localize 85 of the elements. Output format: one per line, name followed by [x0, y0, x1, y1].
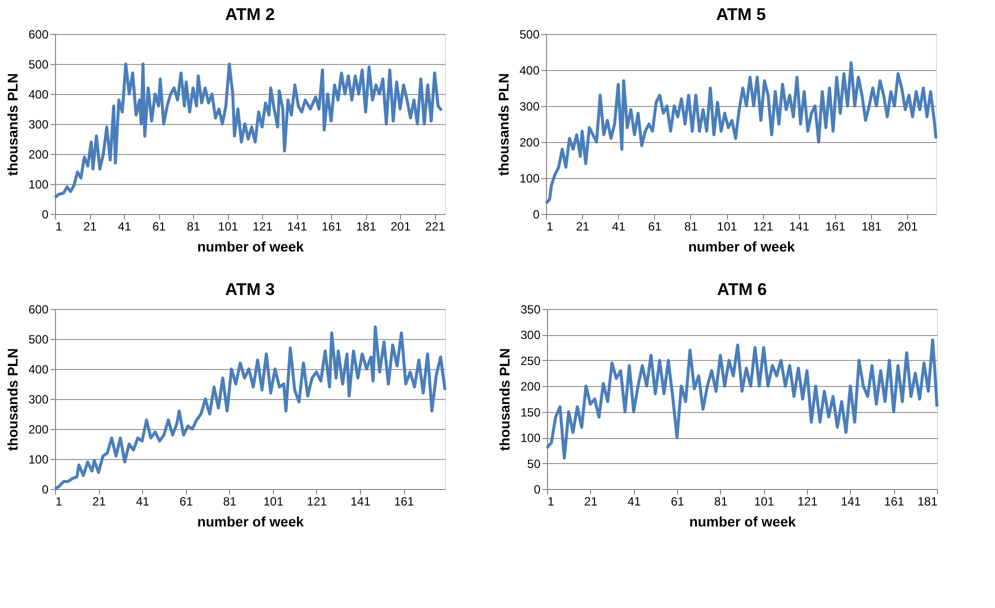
- x-tick-label: 61: [648, 220, 662, 234]
- y-tick-label: 100: [28, 452, 49, 466]
- x-axis-title: number of week: [197, 514, 304, 530]
- x-tick-label: 221: [425, 220, 446, 234]
- y-tick-label: 400: [28, 362, 49, 376]
- x-tick-label: 201: [390, 220, 411, 234]
- line-series: [54, 62, 444, 199]
- x-tick-label: 121: [797, 494, 818, 508]
- chart-title: ATM 5: [716, 5, 766, 24]
- x-tick-label: 21: [584, 494, 598, 508]
- y-tick-label: 600: [28, 28, 49, 42]
- y-tick-label: 600: [28, 302, 49, 316]
- x-tick-label: 101: [218, 220, 238, 234]
- x-tick-label: 81: [223, 494, 237, 508]
- x-axis-title: number of week: [689, 514, 796, 530]
- chart-title: ATM 3: [225, 280, 275, 299]
- x-tick-label: 121: [252, 220, 273, 234]
- chart-title: ATM 6: [717, 280, 767, 299]
- y-axis-title: thousands PLN: [496, 348, 512, 451]
- x-tick-label: 161: [825, 220, 846, 234]
- y-tick-label: 200: [28, 422, 49, 436]
- x-tick-label: 81: [684, 220, 698, 234]
- x-tick-label: 161: [394, 494, 414, 508]
- x-tick-label: 101: [717, 220, 738, 234]
- y-axis-title: thousands PLN: [495, 73, 512, 176]
- x-tick-label: 201: [898, 220, 918, 234]
- x-tick-label: 161: [884, 494, 904, 508]
- y-tick-label: 300: [28, 118, 49, 132]
- x-tick-label: 1: [56, 220, 62, 234]
- x-tick-label: 21: [83, 220, 98, 234]
- x-tick-label: 81: [186, 220, 201, 234]
- y-tick-label: 300: [519, 100, 540, 114]
- y-tick-label: 100: [520, 431, 541, 446]
- y-tick-label: 400: [28, 88, 49, 102]
- y-tick-label: 0: [42, 208, 49, 222]
- y-tick-label: 500: [519, 28, 540, 42]
- x-tick-label: 41: [612, 220, 626, 234]
- line-series: [544, 61, 938, 205]
- x-tick-label: 1: [546, 220, 554, 234]
- x-tick-label: 81: [714, 494, 728, 508]
- line-series: [546, 338, 938, 460]
- x-tick-label: 1: [548, 494, 554, 508]
- y-tick-label: 500: [28, 332, 49, 346]
- y-tick-label: 50: [527, 456, 541, 471]
- x-tick-label: 101: [263, 494, 284, 508]
- y-tick-label: 100: [519, 172, 540, 186]
- x-tick-label: 41: [118, 220, 132, 234]
- x-tick-label: 1: [56, 494, 62, 508]
- y-tick-label: 400: [519, 64, 540, 78]
- x-tick-label: 61: [670, 494, 684, 508]
- y-tick-label: 350: [520, 302, 541, 316]
- y-axis-title: thousands PLN: [4, 73, 20, 176]
- x-tick-label: 181: [861, 220, 882, 234]
- x-axis-title: number of week: [197, 238, 304, 254]
- y-tick-label: 150: [520, 405, 541, 420]
- x-tick-label: 181: [356, 220, 376, 234]
- x-tick-label: 141: [789, 220, 810, 234]
- x-tick-label: 101: [754, 494, 774, 508]
- y-tick-label: 500: [28, 58, 49, 72]
- x-axis-title: number of week: [688, 238, 795, 254]
- x-tick-label: 141: [350, 494, 371, 508]
- x-tick-label: 41: [136, 494, 150, 508]
- y-tick-label: 0: [534, 482, 541, 496]
- x-tick-label: 61: [152, 220, 166, 234]
- y-tick-label: 0: [42, 482, 49, 496]
- chart-title: ATM 2: [225, 5, 275, 24]
- y-tick-label: 0: [532, 208, 540, 222]
- y-tick-label: 200: [519, 136, 540, 150]
- y-tick-label: 300: [28, 392, 49, 406]
- y-tick-label: 200: [28, 148, 49, 162]
- y-axis-title: thousands PLN: [4, 348, 20, 451]
- y-tick-label: 300: [520, 328, 541, 342]
- y-tick-label: 200: [520, 380, 541, 394]
- x-tick-label: 141: [840, 494, 862, 508]
- y-tick-label: 100: [28, 178, 49, 192]
- y-tick-label: 250: [520, 354, 541, 368]
- x-tick-label: 41: [627, 494, 642, 508]
- x-tick-label: 21: [576, 220, 590, 234]
- x-tick-label: 161: [322, 220, 342, 234]
- x-tick-label: 141: [287, 220, 308, 234]
- x-tick-label: 121: [753, 220, 774, 234]
- x-tick-label: 21: [92, 494, 106, 508]
- x-tick-label: 61: [180, 494, 194, 508]
- x-tick-label: 181: [917, 494, 938, 508]
- x-tick-label: 121: [306, 494, 328, 508]
